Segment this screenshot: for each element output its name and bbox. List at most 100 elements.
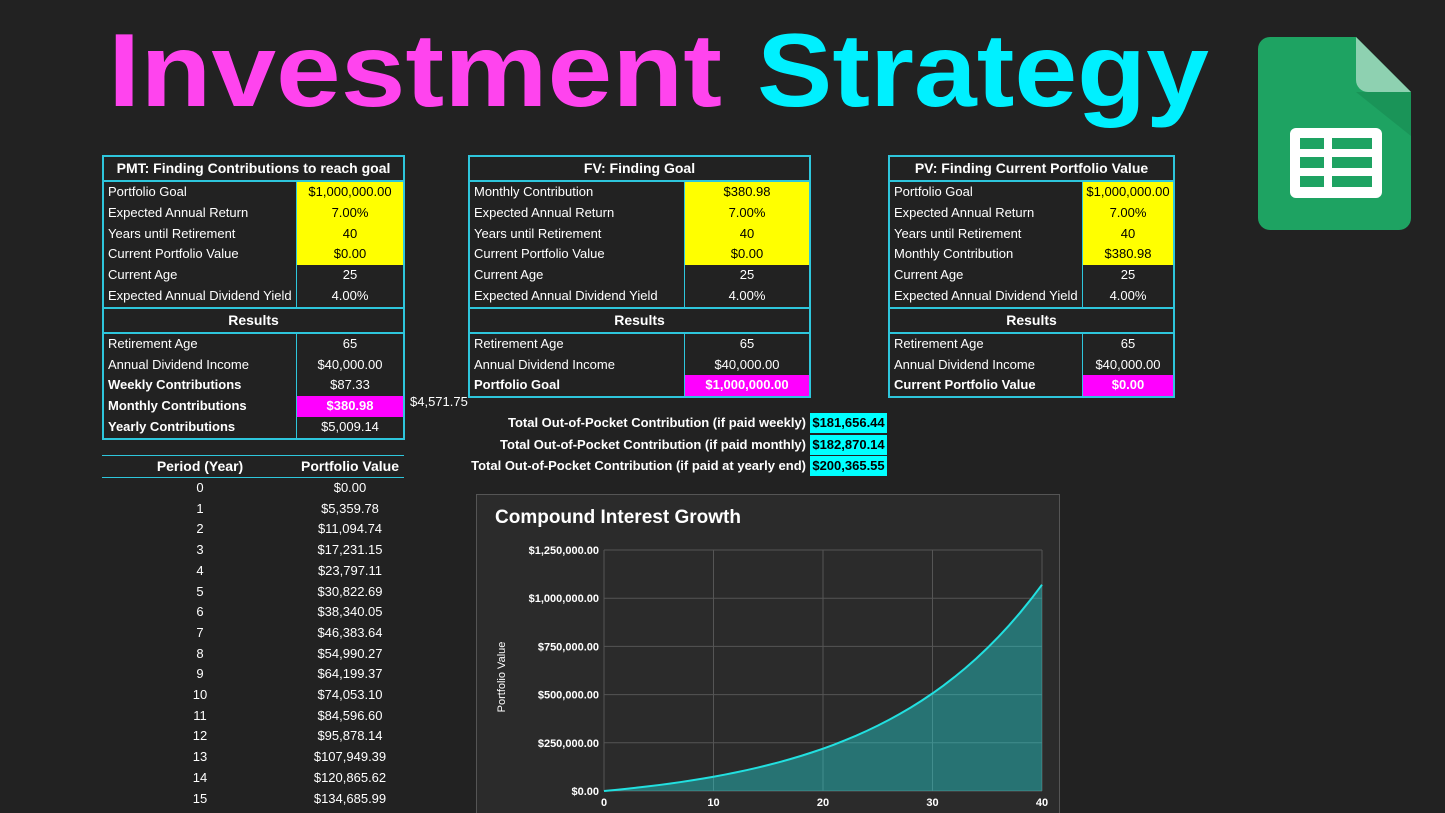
row-label: Portfolio Goal (104, 182, 297, 203)
total-label: Total Out-of-Pocket Contribution (if pai… (507, 415, 806, 430)
row-value: 4.00% (331, 287, 369, 303)
table-row: Current Portfolio Value $0.00 (470, 244, 809, 266)
y-tick-label: $500,000.00 (538, 690, 599, 702)
period-cell: 7 (196, 624, 204, 640)
table-row: Current Age 25 (104, 265, 403, 286)
table-row: Current Age 25 (470, 265, 809, 286)
period-cell: 8 (196, 645, 204, 661)
total-label: Total Out-of-Pocket Contribution (if pai… (500, 436, 806, 452)
calc-table: PV: Finding Current Portfolio Value Portf… (888, 155, 1175, 399)
total-value: $181,656.44 (810, 413, 887, 433)
y-axis-label: Portfolio Value (496, 642, 508, 713)
period-cell: $30,822.69 (317, 583, 383, 599)
row-value: $87.33 (330, 377, 370, 393)
period-cell: 6 (196, 604, 204, 620)
period-cell: $11,094.74 (317, 521, 383, 537)
period-cell: $23,797.11 (317, 562, 383, 578)
period-cell: $95,878.14 (317, 728, 383, 744)
table-row: Current Age 25 (890, 265, 1173, 286)
period-cell: 2 (196, 521, 204, 537)
row-value: 40 (1083, 223, 1173, 245)
row-label: Portfolio Goal (890, 182, 1083, 203)
table-row: Monthly Contributions $380.98 (104, 396, 403, 417)
y-tick-label: $1,250,000.00 (529, 545, 599, 557)
row-value: 65 (342, 335, 358, 351)
column-header: Portfolio Value (300, 458, 399, 474)
row-label: Years until Retirement (890, 223, 1083, 245)
results-header: Results (104, 306, 403, 334)
row-value: 25 (1120, 267, 1136, 283)
row-label: Yearly Contributions (104, 416, 297, 438)
area (604, 584, 1042, 791)
row-value: $40,000.00 (317, 356, 383, 372)
row-label: Monthly Contribution (890, 244, 1083, 266)
table-row: Expected Annual Return 7.00% (470, 202, 809, 224)
period-cell: $0.00 (333, 480, 367, 495)
row-value: $0.00 (685, 244, 809, 266)
table-row: Portfolio Goal $1,000,000.00 (890, 182, 1173, 203)
period-cell: 1 (196, 500, 204, 516)
period-cell: $54,990.27 (317, 645, 383, 661)
title-word: Investment (108, 13, 722, 129)
chart-title: Compound Interest Growth (495, 507, 741, 528)
table-row: Portfolio Goal $1,000,000.00 (104, 182, 403, 203)
table-row: Current Portfolio Value $0.00 (890, 375, 1173, 397)
sheets-icon (1258, 37, 1411, 230)
period-cell: 11 (193, 707, 207, 723)
row-value: $1,000,000.00 (685, 375, 809, 397)
period-cell: $64,199.37 (317, 666, 383, 682)
period-cell: 9 (196, 666, 204, 682)
period-cell: $134,685.99 (313, 790, 387, 806)
row-label: Annual Dividend Income (890, 354, 1083, 376)
table-title: FV: Finding Goal (470, 157, 809, 182)
table-title: PMT: Finding Contributions to reach goal (104, 157, 403, 182)
row-value: $380.98 (685, 182, 809, 203)
table-row: Years until Retirement 40 (104, 223, 403, 245)
row-label: Monthly Contributions (104, 396, 297, 417)
table-row: Portfolio Goal $1,000,000.00 (470, 375, 809, 397)
row-value: 25 (739, 267, 755, 283)
table-row: Expected Annual Dividend Yield 4.00% (890, 285, 1173, 307)
period-cell: 0 (196, 480, 204, 495)
row-value: 4.00% (1109, 287, 1147, 303)
period-cell: $17,231.15 (317, 542, 383, 558)
row-label: Expected Annual Return (890, 202, 1083, 224)
title-word: Strategy (757, 13, 1209, 129)
row-label: Current Age (104, 265, 297, 286)
row-label: Current Age (890, 265, 1083, 286)
period-cell: 10 (192, 687, 208, 702)
period-cell: $38,340.05 (317, 604, 383, 620)
table-row: Current Portfolio Value $0.00 (104, 244, 403, 266)
y-tick-label: $0.00 (571, 786, 599, 798)
row-label: Expected Annual Dividend Yield (470, 285, 685, 307)
total-label: Total Out-of-Pocket Contribution (if pai… (471, 458, 806, 473)
table-row: Years until Retirement 40 (890, 223, 1173, 245)
chart-frame (476, 494, 1060, 813)
calc-table: FV: Finding Goal Monthly Contribution $380… (468, 155, 811, 399)
period-cell: $84,596.60 (317, 707, 383, 723)
results-header: Results (470, 306, 809, 334)
period-cell: 5 (196, 583, 204, 599)
table-title: PV: Finding Current Portfolio Value (890, 157, 1173, 182)
y-tick-label: $1,000,000.00 (529, 593, 599, 605)
rule (102, 455, 404, 456)
total-value: $200,365.55 (810, 456, 887, 476)
period-cell: $120,865.62 (313, 769, 387, 785)
row-value: 7.00% (1083, 202, 1173, 224)
chart: Compound Interest Growth Portfolio Value… (476, 494, 1060, 813)
row-label: Expected Annual Dividend Yield (104, 285, 297, 307)
table-row: Annual Dividend Income $40,000.00 (470, 354, 809, 376)
table-row: Retirement Age 65 (470, 333, 809, 355)
row-label: Retirement Age (890, 333, 1083, 355)
table-row: Expected Annual Return 7.00% (890, 202, 1173, 224)
period-cell: 4 (196, 562, 204, 578)
x-tick-label: 10 (707, 797, 719, 809)
row-value: $0.00 (1083, 375, 1173, 397)
row-value: $380.98 (297, 396, 403, 417)
row-value: 4.00% (728, 287, 766, 303)
table-row: Retirement Age 65 (890, 333, 1173, 355)
y-tick-label: $750,000.00 (538, 641, 599, 653)
row-value: 7.00% (685, 202, 809, 224)
row-label: Expected Annual Return (470, 202, 685, 224)
